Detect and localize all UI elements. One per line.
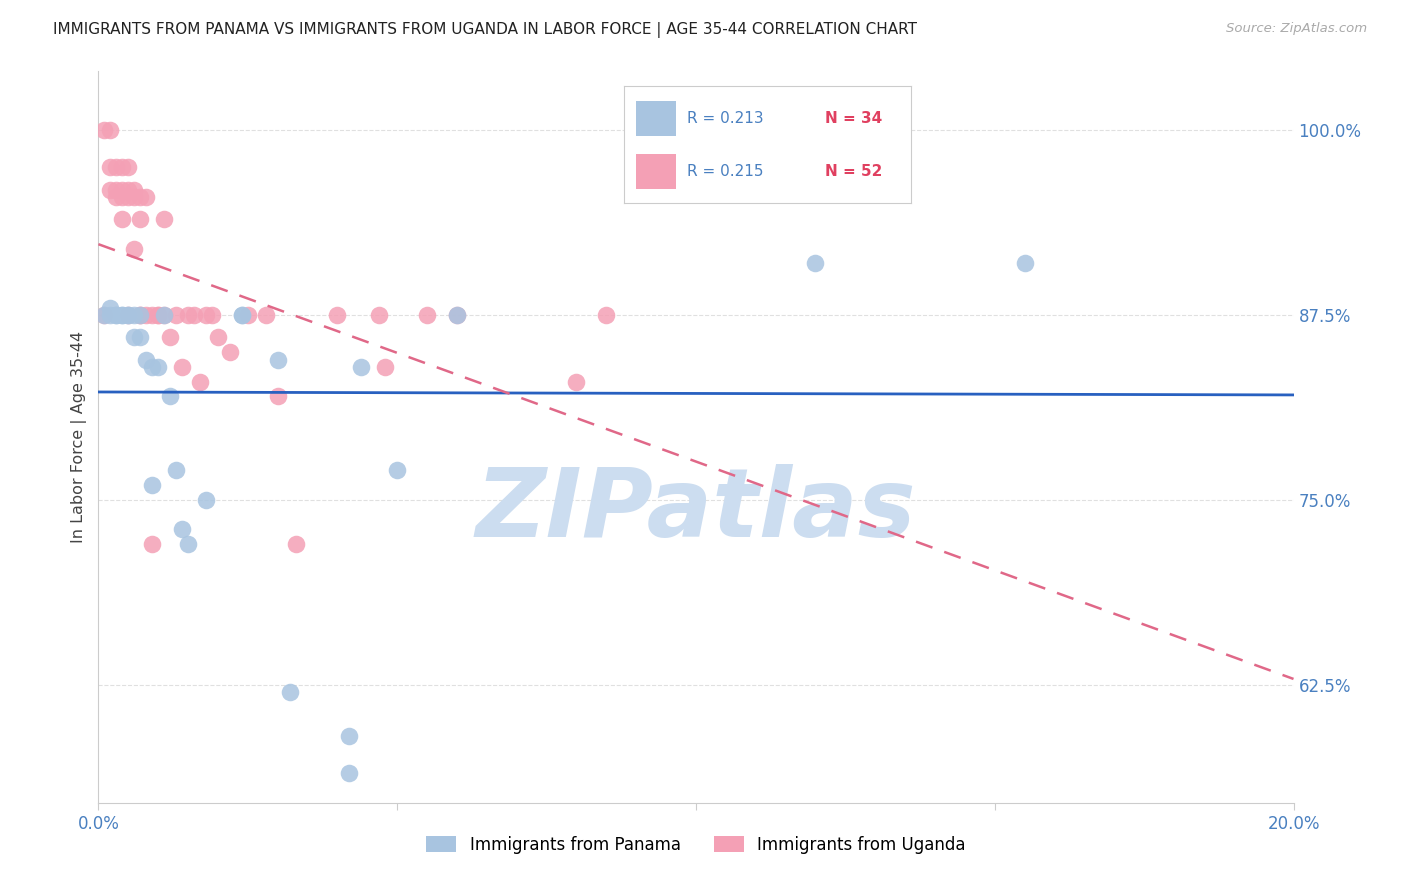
Text: Source: ZipAtlas.com: Source: ZipAtlas.com — [1226, 22, 1367, 36]
Point — [117, 183, 139, 197]
Y-axis label: In Labor Force | Age 35-44: In Labor Force | Age 35-44 — [72, 331, 87, 543]
Point — [278, 685, 301, 699]
Point — [117, 161, 139, 175]
Point — [129, 330, 152, 344]
Point — [177, 537, 200, 551]
Point — [159, 389, 181, 403]
Point — [129, 308, 152, 322]
Point — [124, 308, 146, 322]
Point — [159, 330, 181, 344]
Point — [98, 301, 122, 315]
Point — [129, 308, 152, 322]
Point — [326, 308, 349, 322]
Point — [385, 463, 409, 477]
Point — [177, 308, 200, 322]
Point — [148, 359, 170, 374]
Point — [117, 190, 139, 204]
Point — [124, 242, 146, 256]
Point — [374, 359, 396, 374]
Point — [111, 161, 134, 175]
Point — [93, 308, 115, 322]
Point — [111, 308, 134, 322]
Point — [98, 123, 122, 137]
Point — [165, 308, 187, 322]
Point — [117, 308, 139, 322]
Point — [129, 308, 152, 322]
Point — [1014, 256, 1036, 270]
Point — [231, 308, 253, 322]
Point — [105, 308, 128, 322]
Point — [111, 212, 134, 227]
Point — [98, 308, 122, 322]
Point — [339, 766, 361, 780]
Point — [153, 308, 176, 322]
Point — [124, 190, 146, 204]
Point — [207, 330, 229, 344]
Point — [141, 308, 163, 322]
Point — [135, 352, 157, 367]
Point — [183, 308, 205, 322]
Point — [117, 308, 139, 322]
Text: IMMIGRANTS FROM PANAMA VS IMMIGRANTS FROM UGANDA IN LABOR FORCE | AGE 35-44 CORR: IMMIGRANTS FROM PANAMA VS IMMIGRANTS FRO… — [53, 22, 918, 38]
Point — [141, 478, 163, 492]
Point — [165, 463, 187, 477]
Point — [111, 308, 134, 322]
Text: ZIPatlas: ZIPatlas — [475, 464, 917, 557]
Point — [595, 308, 617, 322]
Point — [236, 308, 259, 322]
Point — [201, 308, 224, 322]
Point — [105, 308, 128, 322]
Point — [195, 308, 218, 322]
Point — [446, 308, 468, 322]
Point — [124, 183, 146, 197]
Point — [195, 492, 218, 507]
Point — [105, 161, 128, 175]
Point — [153, 212, 176, 227]
Point — [105, 190, 128, 204]
Point — [135, 308, 157, 322]
Point — [129, 212, 152, 227]
Point — [339, 729, 361, 743]
Point — [93, 308, 115, 322]
Point — [105, 183, 128, 197]
Point — [188, 375, 211, 389]
Point — [254, 308, 277, 322]
Point — [148, 308, 170, 322]
Point — [98, 161, 122, 175]
Point — [219, 345, 242, 359]
Point — [267, 389, 290, 403]
Point — [172, 359, 194, 374]
Point — [231, 308, 253, 322]
Point — [284, 537, 307, 551]
Point — [368, 308, 391, 322]
Point — [804, 256, 827, 270]
Point — [446, 308, 468, 322]
Point — [172, 523, 194, 537]
Point — [93, 123, 115, 137]
Point — [148, 308, 170, 322]
Point — [350, 359, 373, 374]
Point — [98, 183, 122, 197]
Point — [141, 537, 163, 551]
Point — [565, 375, 588, 389]
Point — [141, 359, 163, 374]
Point — [135, 190, 157, 204]
Point — [124, 330, 146, 344]
Point — [129, 190, 152, 204]
Point — [153, 308, 176, 322]
Point — [416, 308, 439, 322]
Point — [267, 352, 290, 367]
Point — [117, 308, 139, 322]
Point — [111, 190, 134, 204]
Legend: Immigrants from Panama, Immigrants from Uganda: Immigrants from Panama, Immigrants from … — [419, 829, 973, 860]
Point — [111, 183, 134, 197]
